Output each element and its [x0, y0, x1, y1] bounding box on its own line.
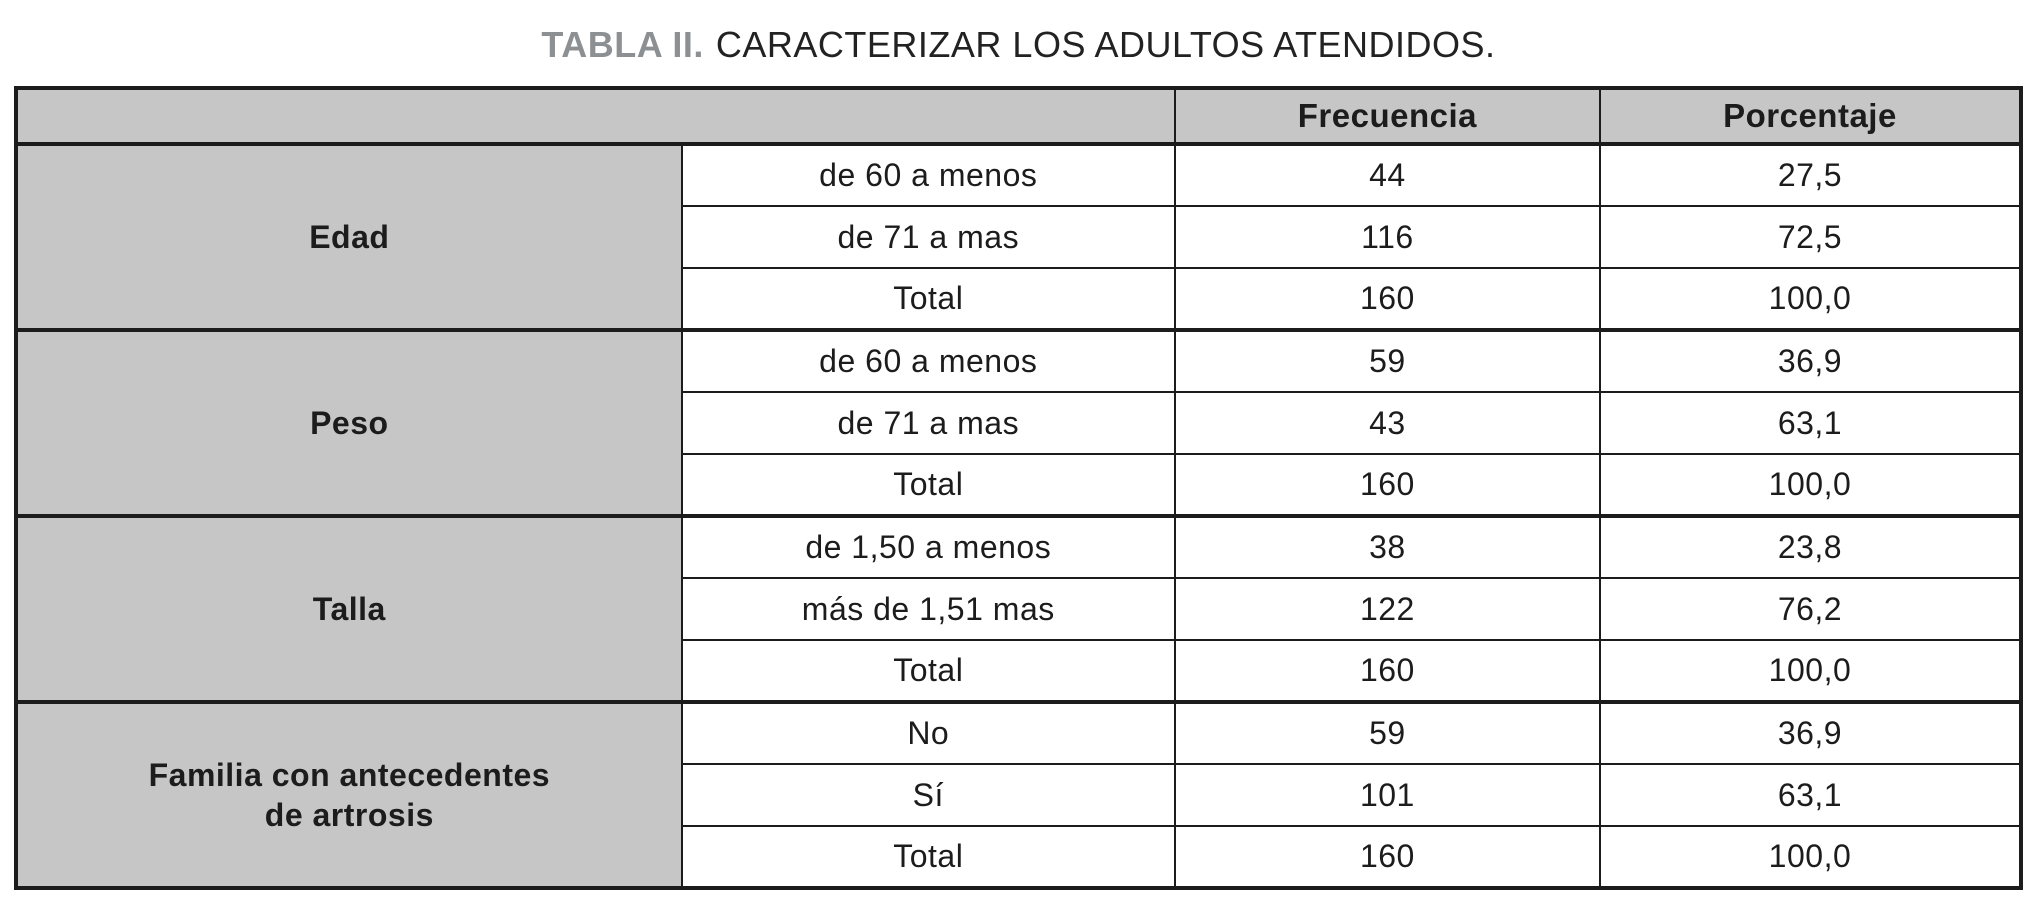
row-frecuencia: 160 [1173, 453, 1601, 517]
row-frecuencia: 44 [1173, 142, 1601, 207]
row-frecuencia: 160 [1173, 639, 1601, 703]
row-frecuencia: 101 [1173, 763, 1601, 827]
table-row: de 71 a mas 116 72,5 [16, 205, 2023, 269]
page: TABLA II. CARACTERIZAR LOS ADULTOS ATENDI… [0, 0, 2037, 890]
table-row: Total 160 100,0 [16, 267, 2023, 331]
table-title: TABLA II. CARACTERIZAR LOS ADULTOS ATENDI… [0, 0, 2037, 66]
row-porcentaje: 63,1 [1598, 763, 2023, 827]
row-porcentaje: 100,0 [1598, 267, 2023, 331]
row-porcentaje: 100,0 [1598, 825, 2023, 889]
table-row: Total 160 100,0 [16, 453, 2023, 517]
table-row: Familia con antecedentes de artrosis No … [15, 700, 2023, 889]
row-porcentaje: 76,2 [1598, 577, 2023, 641]
table-row: Sí 101 63,1 [16, 763, 2023, 827]
row-label: Total [680, 825, 1176, 889]
table-row: Edad de 60 a menos 44 27,5 [15, 142, 2023, 331]
row-label: de 60 a menos [680, 328, 1176, 393]
row-frecuencia: 59 [1173, 700, 1601, 765]
table-row: de 71 a mas 43 63,1 [16, 391, 2023, 455]
category-edad: Edad [15, 142, 683, 331]
table-row: Peso de 60 a menos 59 36,9 [15, 328, 2023, 517]
row-frecuencia: 59 [1173, 328, 1601, 393]
row-porcentaje: 27,5 [1598, 142, 2023, 207]
row-frecuencia: 116 [1173, 205, 1601, 269]
header-row: Frecuencia Porcentaje [15, 87, 2023, 146]
row-label: Total [680, 639, 1176, 703]
row-frecuencia: 38 [1173, 514, 1601, 579]
row-label: Total [680, 267, 1176, 331]
row-label: No [680, 700, 1176, 765]
row-porcentaje: 23,8 [1598, 514, 2023, 579]
header-empty-cell [15, 87, 1176, 146]
row-frecuencia: 43 [1173, 391, 1601, 455]
row-frecuencia: 160 [1173, 267, 1601, 331]
table-row: Talla de 1,50 a menos 38 23,8 [15, 514, 2023, 703]
row-label: más de 1,51 mas [680, 577, 1176, 641]
table-row: Total 160 100,0 [16, 825, 2023, 889]
row-porcentaje: 72,5 [1598, 205, 2023, 269]
category-talla: Talla [15, 514, 683, 703]
row-label: Total [680, 453, 1176, 517]
row-label: de 71 a mas [680, 391, 1176, 455]
row-porcentaje: 100,0 [1598, 453, 2023, 517]
row-porcentaje: 63,1 [1598, 391, 2023, 455]
row-label: de 60 a menos [680, 142, 1176, 207]
row-porcentaje: 36,9 [1598, 700, 2023, 765]
header-porcentaje: Porcentaje [1598, 87, 2023, 146]
category-peso: Peso [15, 328, 683, 517]
row-frecuencia: 160 [1173, 825, 1601, 889]
row-label: de 71 a mas [680, 205, 1176, 269]
table-title-text: CARACTERIZAR LOS ADULTOS ATENDIDOS. [715, 24, 1496, 65]
row-porcentaje: 36,9 [1598, 328, 2023, 393]
table-row: más de 1,51 mas 122 76,2 [16, 577, 2023, 641]
table-title-label: TABLA II. [541, 24, 704, 65]
row-label: de 1,50 a menos [680, 514, 1176, 579]
data-table: Frecuencia Porcentaje Edad de 60 a menos… [14, 86, 2023, 890]
category-familia-antecedentes: Familia con antecedentes de artrosis [15, 700, 683, 889]
table-row: Total 160 100,0 [16, 639, 2023, 703]
row-label: Sí [680, 763, 1176, 827]
row-frecuencia: 122 [1173, 577, 1601, 641]
header-frecuencia: Frecuencia [1173, 87, 1601, 146]
row-porcentaje: 100,0 [1598, 639, 2023, 703]
